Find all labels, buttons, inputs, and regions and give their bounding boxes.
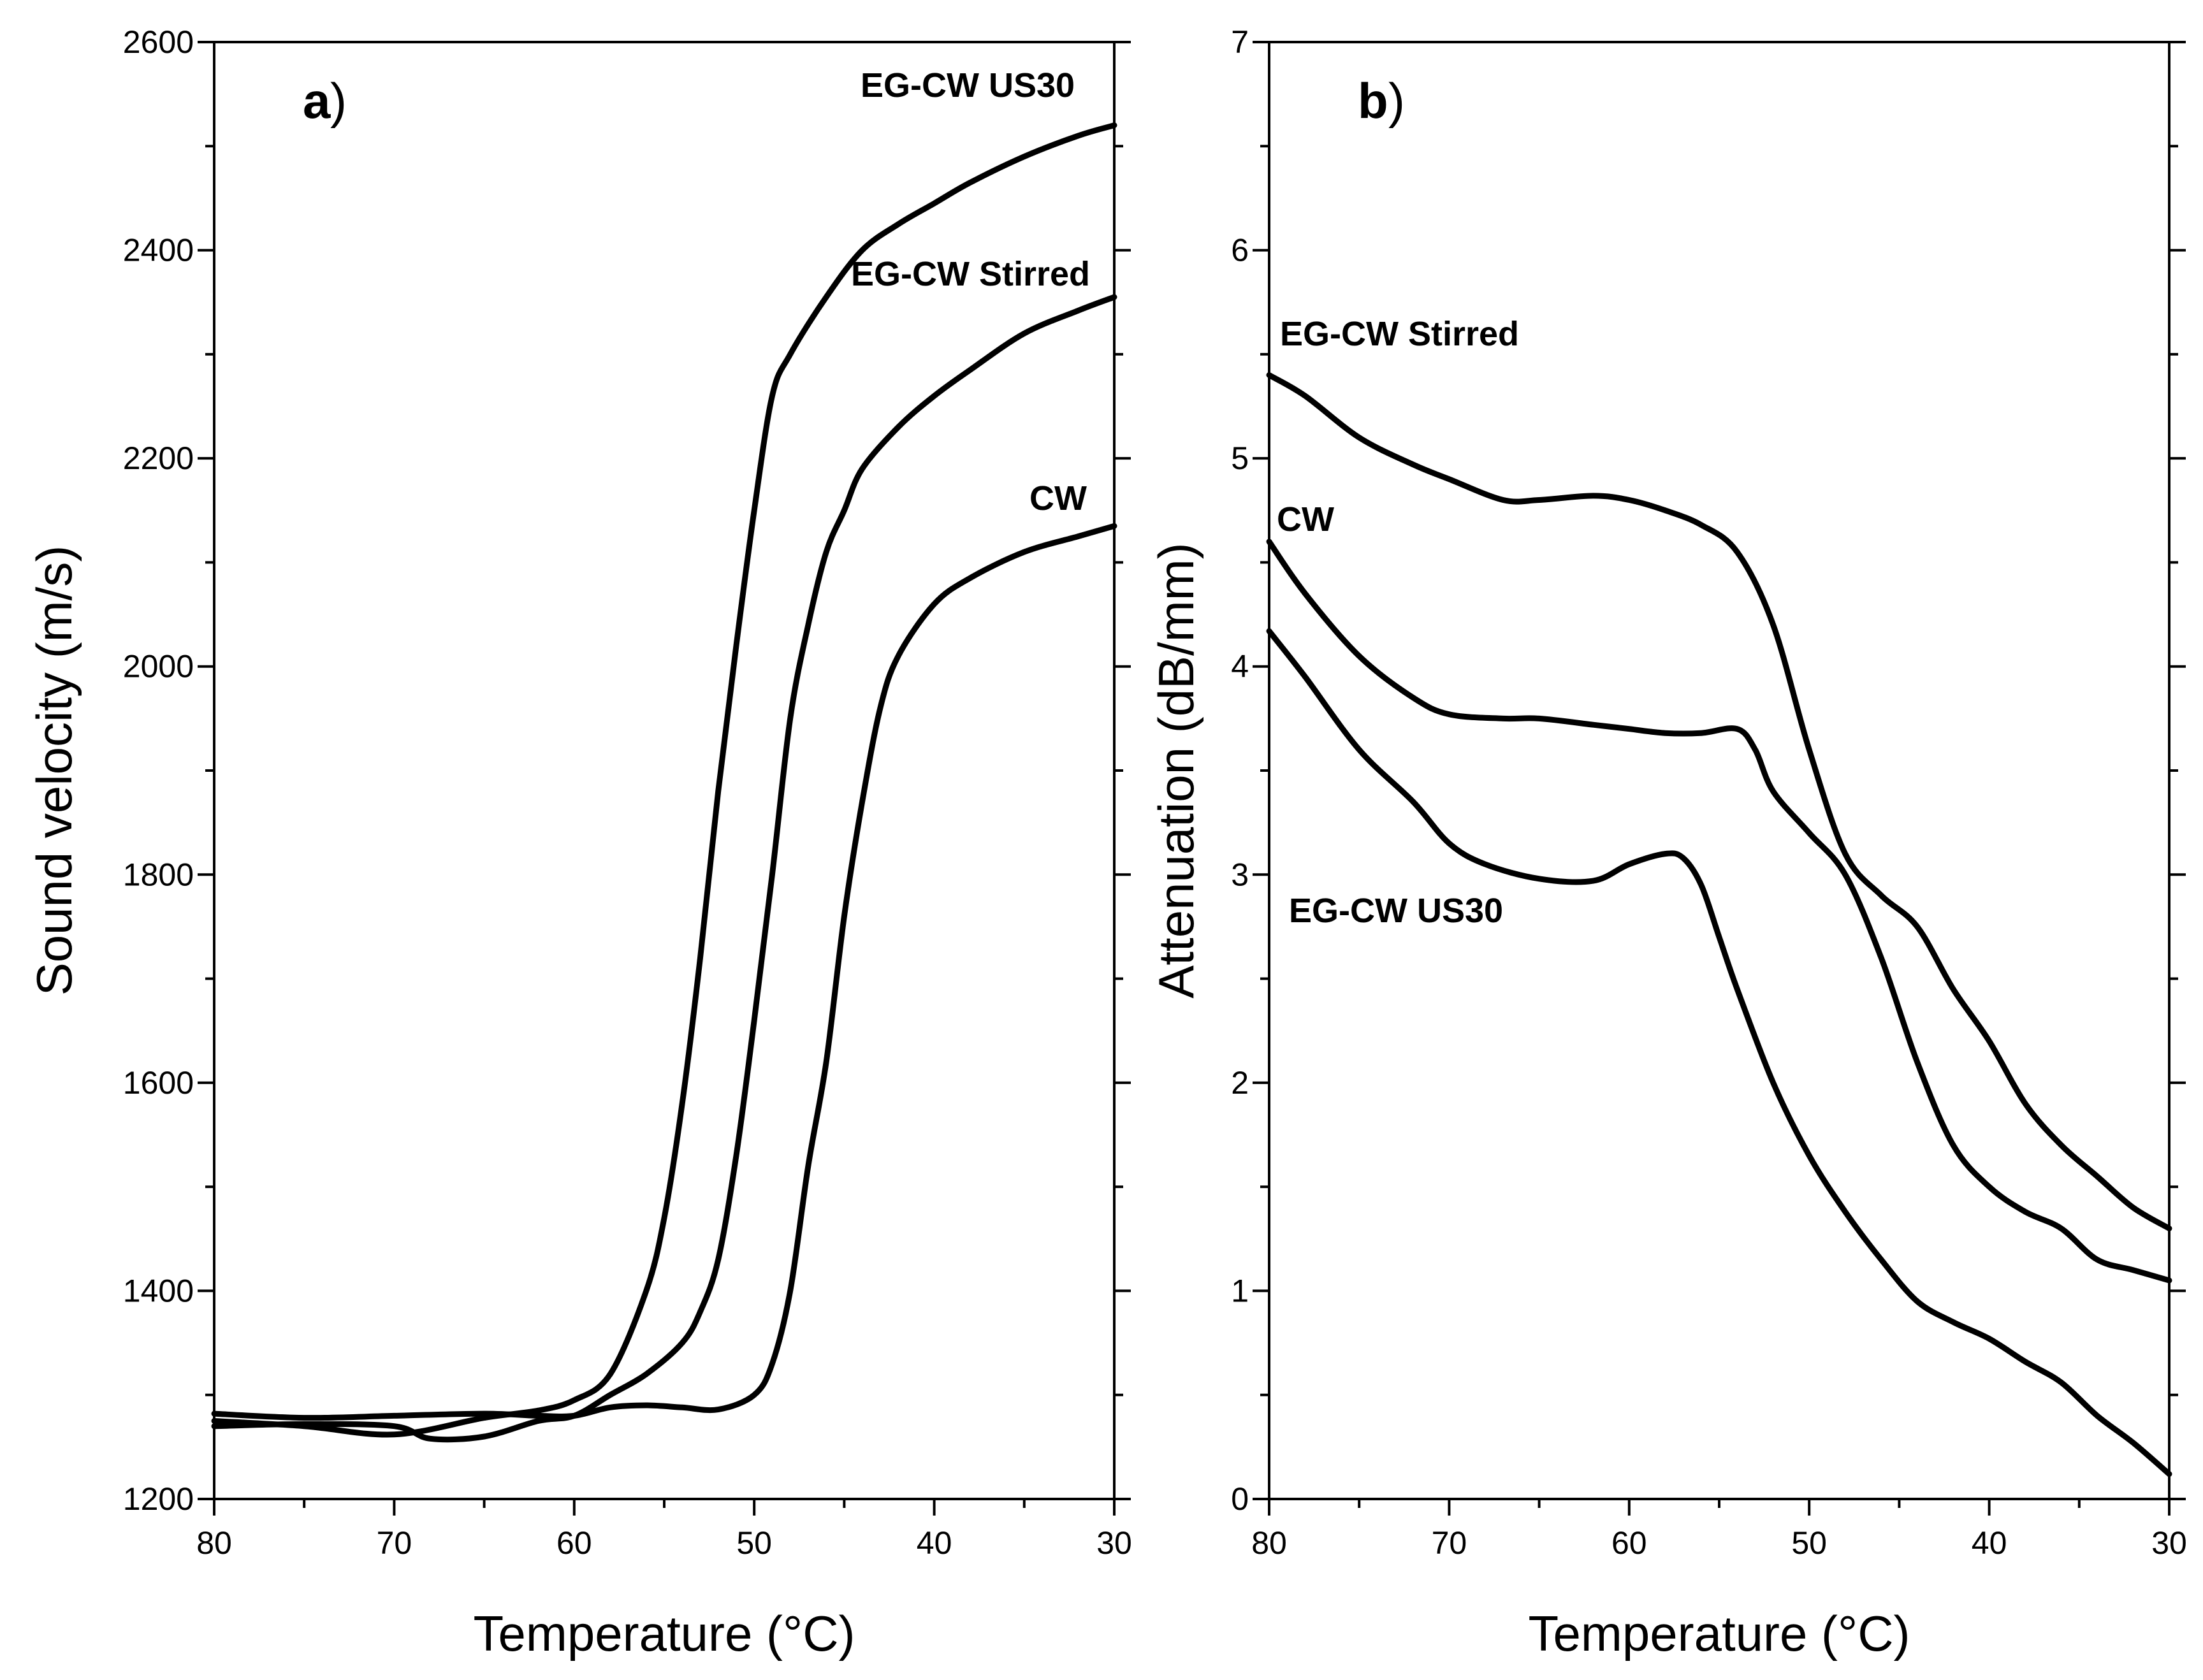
panel-a-label-eg-cw-us30: EG-CW US30 <box>861 66 1075 105</box>
panel-a-x-tick-label: 40 <box>917 1525 952 1561</box>
panel-b-y-tick-label: 3 <box>1231 857 1249 892</box>
panel-b-y-tick-label: 0 <box>1231 1481 1249 1517</box>
panel-a-curves <box>211 122 1117 1443</box>
panel-a-label-cw: CW <box>1029 479 1087 518</box>
panel-a-y-tick-label: 1600 <box>123 1065 194 1101</box>
panel-b-y-tick-label: 2 <box>1231 1065 1249 1101</box>
panel-a-y-tick-label: 2600 <box>123 24 194 60</box>
panel-b: 80 70 60 50 40 30 0 1 2 3 4 5 6 7 b ) Temperature (°C… <box>1148 24 2187 1662</box>
panel-b-series-eg-cw-us30 <box>1266 628 2172 1477</box>
panel-a-y-axis-title: Sound velocity (m/s) <box>26 546 82 996</box>
panel-a-y-tick-label: 2000 <box>123 649 194 684</box>
panel-b-label-cw: CW <box>1277 500 1334 539</box>
panel-a-letter: a <box>303 73 331 129</box>
panel-a-y-tick-label: 1200 <box>123 1481 194 1517</box>
panel-b-x-tick-label: 60 <box>1611 1525 1647 1561</box>
panel-b-series-cw <box>1266 539 2172 1284</box>
panel-b-y-axis-title: Attenuation (dB/mm) <box>1148 542 1204 998</box>
panel-a-x-axis-title: Temperature (°C) <box>473 1605 855 1662</box>
panel-b-curves <box>1266 372 2172 1477</box>
panel-b-y-tick-label: 1 <box>1231 1273 1249 1308</box>
panel-a-x-tick-label: 50 <box>736 1525 772 1561</box>
panel-a-x-tick-label: 60 <box>556 1525 592 1561</box>
panel-a-x-tick-label: 70 <box>377 1525 412 1561</box>
panel-b-letter: b <box>1358 73 1388 129</box>
panel-a-x-tick-label: 80 <box>196 1525 232 1561</box>
panel-a-ticks: 80 70 60 50 40 30 1200 1400 1600 1800 2000 2200 2400… <box>123 24 1132 1561</box>
panel-b-ticks: 80 70 60 50 40 30 0 1 2 3 4 5 6 7 <box>1231 24 2187 1561</box>
panel-a-y-tick-label: 2200 <box>123 440 194 476</box>
panel-a: 80 70 60 50 40 30 1200 1400 1600 1800 2000 2200 2400… <box>26 24 1132 1662</box>
panel-a-series-eg-cw-stirred <box>211 294 1117 1443</box>
panel-a-y-tick-label: 1800 <box>123 857 194 892</box>
panel-a-paren: ) <box>330 73 347 129</box>
panel-a-y-tick-label: 1400 <box>123 1273 194 1308</box>
panel-b-label-eg-cw-stirred: EG-CW Stirred <box>1280 315 1519 353</box>
panel-b-paren: ) <box>1388 73 1405 129</box>
panel-b-x-tick-label: 40 <box>1972 1525 2007 1561</box>
panel-a-x-tick-label: 30 <box>1096 1525 1132 1561</box>
panel-b-x-tick-label: 70 <box>1432 1525 1467 1561</box>
panel-a-y-tick-label: 2400 <box>123 233 194 268</box>
panel-a-label-eg-cw-stirred: EG-CW Stirred <box>851 255 1090 293</box>
panel-b-series-eg-cw-stirred <box>1266 372 2172 1231</box>
panel-b-y-tick-label: 6 <box>1231 233 1249 268</box>
panel-b-label-eg-cw-us30: EG-CW US30 <box>1289 892 1503 930</box>
panel-b-frame <box>1268 41 2170 1500</box>
panel-b-x-axis-title: Temperature (°C) <box>1528 1605 1910 1662</box>
panel-a-series-cw <box>211 523 1117 1421</box>
panel-a-series-eg-cw-us30 <box>211 122 1117 1438</box>
panel-b-y-tick-label: 4 <box>1231 649 1249 684</box>
panel-b-x-tick-label: 50 <box>1791 1525 1827 1561</box>
panel-b-y-tick-label: 7 <box>1231 24 1249 60</box>
panel-b-x-tick-label: 80 <box>1251 1525 1287 1561</box>
panel-b-x-tick-label: 30 <box>2151 1525 2187 1561</box>
panel-b-y-tick-label: 5 <box>1231 440 1249 476</box>
